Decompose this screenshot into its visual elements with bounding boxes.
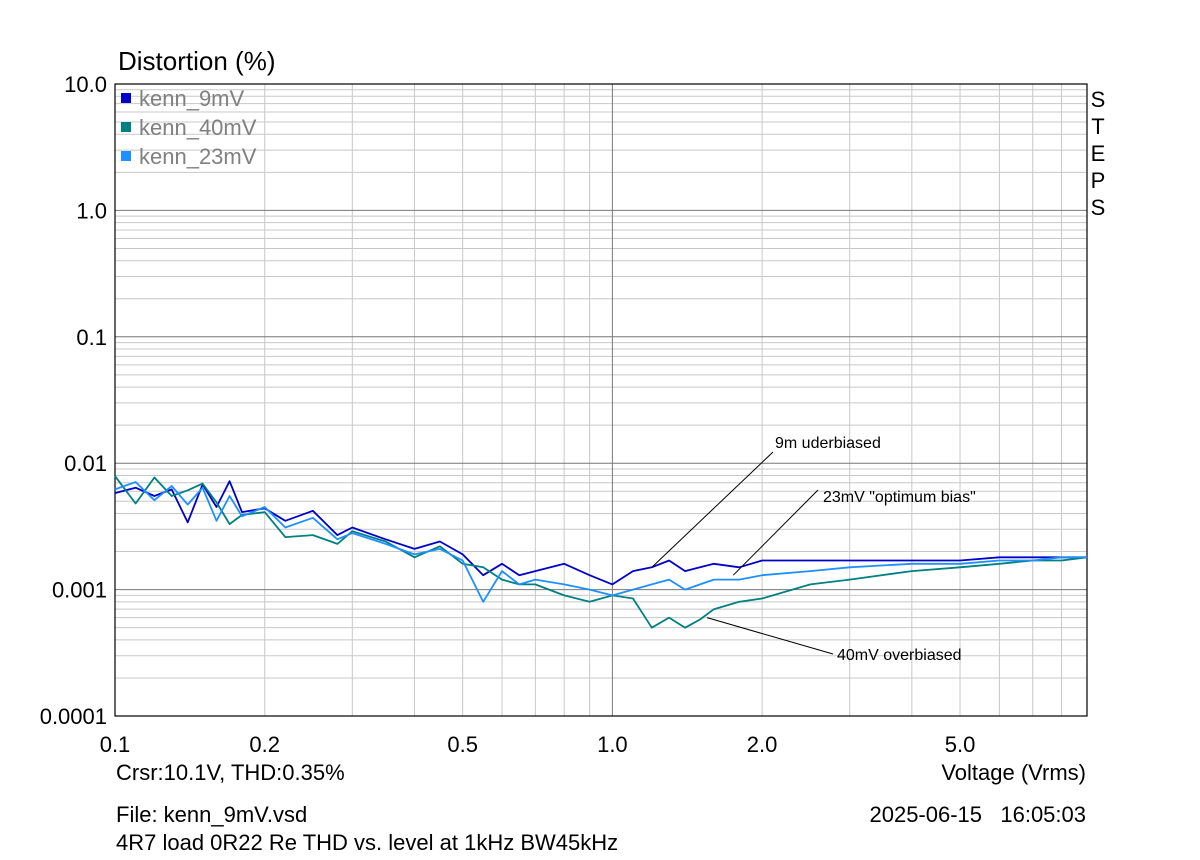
date-time: 2025-06-15 16:05:03	[869, 802, 1086, 827]
annotation-leader	[732, 489, 819, 576]
steps-letter: P	[1091, 168, 1106, 193]
series-line-kenn_9mV	[114, 480, 1087, 586]
series-line-kenn_23mV	[114, 481, 1087, 603]
steps-letter: S	[1091, 87, 1106, 112]
annotation-label: 40mV overbiased	[837, 647, 962, 664]
file-name: File: kenn_9mV.vsd	[116, 802, 307, 827]
steps-letter: E	[1091, 141, 1106, 166]
x-tick-label: 0.1	[100, 732, 131, 757]
y-tick-label: 0.001	[52, 578, 107, 603]
legend[interactable]: kenn_9mV kenn_40mV kenn_23mV	[121, 86, 257, 169]
minor-grid	[115, 84, 1088, 716]
chart-description: 4R7 load 0R22 Re THD vs. level at 1kHz B…	[116, 830, 618, 855]
steps-letter: T	[1091, 114, 1104, 139]
legend-swatch	[121, 151, 131, 161]
y-tick-labels: 10.0 1.0 0.1 0.01 0.001 0.0001	[40, 72, 107, 729]
plot-frame	[114, 83, 1088, 717]
cursor-readout: Crsr:10.1V, THD:0.35%	[116, 760, 345, 785]
annotation-leader	[706, 617, 834, 655]
y-tick-label: 0.1	[76, 325, 107, 350]
chart-title: Distortion (%)	[118, 46, 275, 76]
y-tick-label: 0.01	[64, 451, 107, 476]
x-tick-label: 1.0	[597, 732, 628, 757]
series-lines	[114, 475, 1088, 629]
annotation-leader	[651, 451, 774, 568]
legend-swatch	[121, 93, 131, 103]
x-tick-label: 2.0	[747, 732, 778, 757]
legend-label: kenn_9mV	[139, 86, 245, 111]
major-grid	[114, 84, 1087, 717]
annotation-label: 9m uderbiased	[775, 435, 881, 452]
annotations: 9m uderbiased 23mV "optimum bias" 40mV ove…	[775, 435, 976, 664]
y-tick-label: 0.0001	[40, 704, 107, 729]
x-tick-labels: 0.1 0.2 0.5 1.0 2.0 5.0	[100, 732, 976, 757]
legend-label: kenn_40mV	[139, 115, 257, 140]
legend-swatch	[121, 122, 131, 132]
y-tick-label: 1.0	[76, 198, 107, 223]
annotation-label: 23mV "optimum bias"	[823, 489, 976, 506]
x-axis-label: Voltage (Vrms)	[941, 760, 1086, 785]
x-tick-label: 0.5	[447, 732, 478, 757]
annotation-leaders	[651, 451, 834, 655]
x-tick-label: 5.0	[945, 732, 976, 757]
y-tick-label: 10.0	[64, 72, 107, 97]
steps-letter: S	[1091, 195, 1106, 220]
legend-label: kenn_23mV	[139, 144, 257, 169]
x-tick-label: 0.2	[249, 732, 280, 757]
